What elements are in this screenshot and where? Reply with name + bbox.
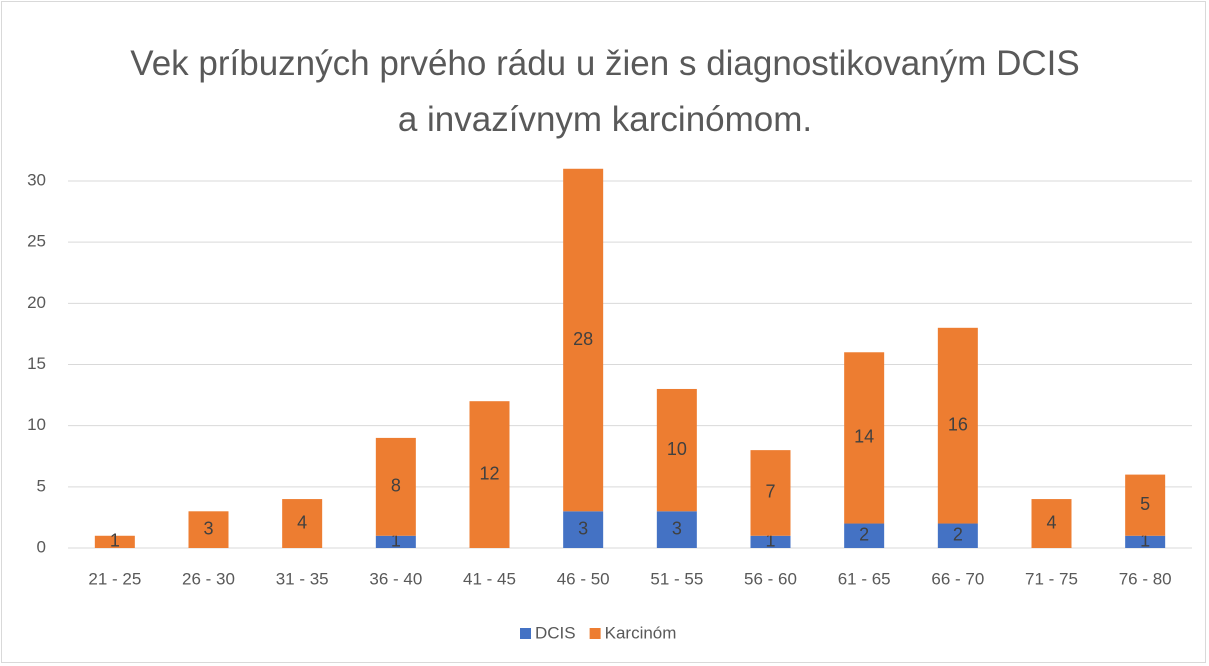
x-tick-label: 76 - 80 — [1119, 569, 1172, 588]
y-tick-label: 20 — [27, 293, 46, 312]
bar-segment — [282, 499, 323, 548]
x-tick-label: 61 - 65 — [838, 569, 891, 588]
data-label: 1 — [1140, 531, 1150, 551]
data-label: 2 — [953, 525, 963, 545]
bar-segment — [844, 352, 885, 524]
y-tick-label: 30 — [27, 170, 46, 189]
data-label: 3 — [203, 518, 213, 538]
data-label: 3 — [578, 518, 588, 538]
data-label: 1 — [110, 531, 120, 551]
bar-segment — [750, 450, 791, 536]
x-tick-label: 41 - 45 — [463, 569, 516, 588]
x-tick-label: 66 - 70 — [931, 569, 984, 588]
x-tick-label: 51 - 55 — [650, 569, 703, 588]
data-label: 16 — [948, 414, 968, 434]
bar-segment — [656, 511, 697, 548]
data-label: 12 — [479, 463, 499, 483]
bar-segment — [375, 437, 416, 536]
bar-segment — [469, 401, 510, 548]
bar-segment — [937, 523, 978, 548]
legend-swatch — [520, 628, 531, 639]
bar-segment — [1125, 535, 1166, 548]
data-label: 14 — [854, 427, 874, 447]
x-tick-label: 31 - 35 — [276, 569, 329, 588]
data-label: 4 — [297, 512, 307, 532]
data-label: 5 — [1140, 494, 1150, 514]
y-tick-label: 15 — [27, 354, 46, 373]
bar-segment — [94, 535, 135, 548]
data-label: 3 — [672, 518, 682, 538]
bar-segment — [1031, 499, 1072, 548]
data-label: 28 — [573, 329, 593, 349]
bar-segment — [188, 511, 229, 548]
legend-label: Karcinóm — [605, 623, 677, 642]
x-tick-label: 56 - 60 — [744, 569, 797, 588]
data-label: 2 — [859, 525, 869, 545]
legend-label: DCIS — [535, 623, 576, 642]
x-tick-label: 21 - 25 — [88, 569, 141, 588]
x-tick-label: 46 - 50 — [557, 569, 610, 588]
x-tick-label: 71 - 75 — [1025, 569, 1078, 588]
data-label: 10 — [667, 439, 687, 459]
legend-swatch — [589, 628, 601, 639]
y-tick-label: 25 — [27, 232, 46, 251]
bar-segment — [375, 535, 416, 548]
data-label: 7 — [765, 482, 775, 502]
data-label: 4 — [1046, 512, 1056, 532]
bar-segment — [563, 511, 604, 548]
data-label: 8 — [391, 476, 401, 496]
x-tick-label: 36 - 40 — [369, 569, 422, 588]
y-tick-label: 5 — [37, 476, 46, 495]
data-label: 1 — [391, 531, 401, 551]
y-tick-label: 10 — [27, 415, 46, 434]
y-tick-label: 0 — [37, 537, 46, 556]
bar-segment — [750, 535, 791, 548]
bar-segment — [563, 168, 604, 512]
bar-segment — [656, 388, 697, 512]
x-tick-label: 26 - 30 — [182, 569, 235, 588]
data-label: 1 — [765, 531, 775, 551]
bar-segment — [844, 523, 885, 548]
chart-title: Vek príbuzných prvého rádu u žien s diag… — [130, 44, 1080, 139]
bar-segment — [1125, 474, 1166, 536]
bar-segment — [937, 327, 978, 524]
